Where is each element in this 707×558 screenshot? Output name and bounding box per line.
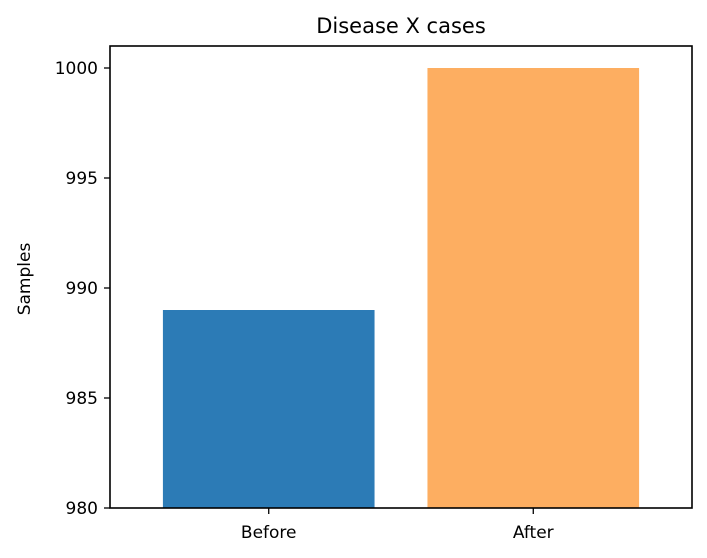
- y-tick-label: 995: [66, 169, 98, 189]
- x-tick-label: After: [513, 523, 554, 543]
- x-tick-label: Before: [241, 523, 297, 543]
- x-axis: Before After: [241, 508, 554, 543]
- y-tick-label: 1000: [55, 59, 98, 79]
- bar-after: [427, 68, 640, 508]
- y-tick-label: 980: [66, 499, 98, 519]
- bar-before: [162, 310, 375, 508]
- y-tick-label: 990: [66, 279, 98, 299]
- y-axis-title: Samples: [15, 243, 35, 316]
- y-tick-label: 985: [66, 389, 98, 409]
- bars-layer: [162, 68, 640, 508]
- plot-frame: [109, 45, 693, 509]
- y-axis: 980 985 990 995 1000: [55, 59, 110, 519]
- chart-title: Disease X cases: [316, 14, 486, 38]
